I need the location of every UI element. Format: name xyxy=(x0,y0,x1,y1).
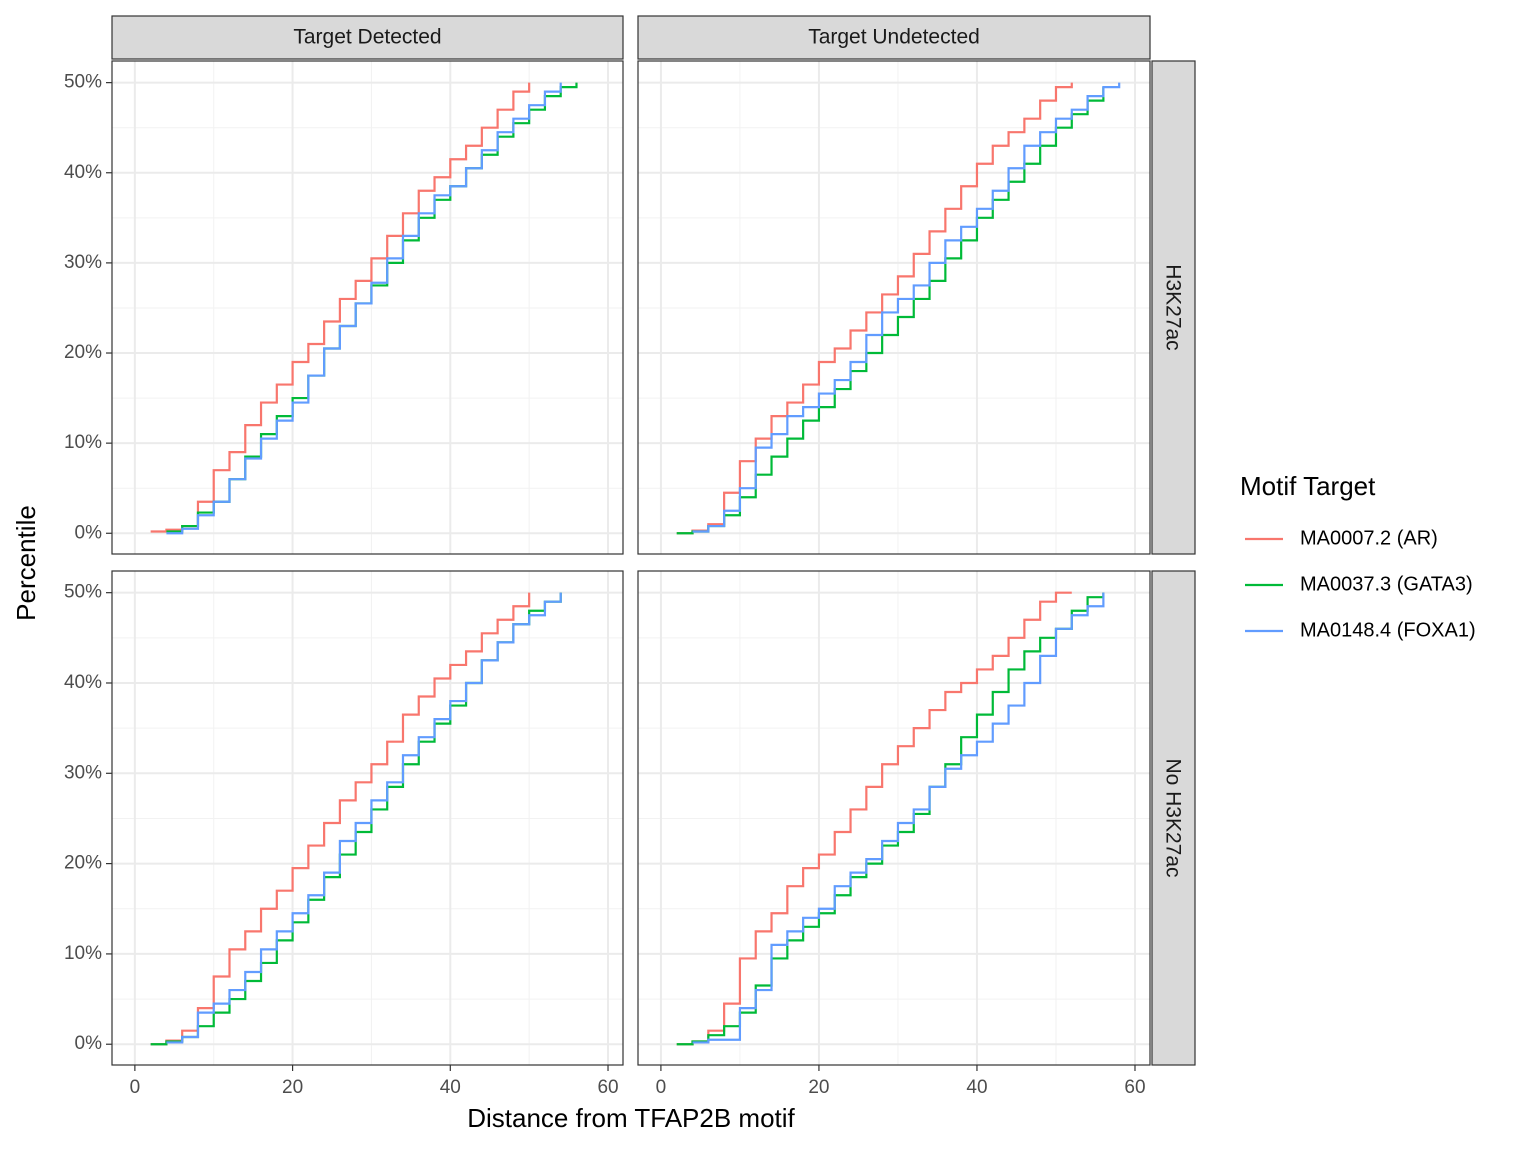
y-tick-label: 50% xyxy=(64,582,102,603)
x-tick-label: 20 xyxy=(808,1077,829,1098)
series-line xyxy=(692,82,1121,533)
panel-border xyxy=(637,570,1151,1066)
strip xyxy=(637,15,1151,60)
strip-label: H3K27ac xyxy=(1161,264,1184,350)
y-tick-label: 10% xyxy=(64,432,102,453)
x-tick-label: 0 xyxy=(656,1077,667,1098)
legend-label: MA0037.3 (GATA3) xyxy=(1300,573,1473,595)
x-axis-title: Distance from TFAP2B motif xyxy=(467,1103,795,1133)
y-tick-label: 40% xyxy=(64,162,102,183)
x-tick-label: 60 xyxy=(597,1077,618,1098)
strip xyxy=(1151,570,1196,1066)
strip-label: No H3K27ac xyxy=(1161,758,1184,877)
x-tick-label: 40 xyxy=(966,1077,987,1098)
panel-border xyxy=(637,60,1151,555)
y-tick-label: 30% xyxy=(64,252,102,273)
y-axis-title: Percentile xyxy=(11,505,41,621)
x-tick-label: 60 xyxy=(1124,1077,1145,1098)
series-line xyxy=(166,592,562,1044)
y-tick-label: 20% xyxy=(64,342,102,363)
y-tick-label: 40% xyxy=(64,672,102,693)
y-tick-label: 10% xyxy=(64,943,102,964)
legend-title: Motif Target xyxy=(1240,471,1376,501)
x-tick-label: 0 xyxy=(130,1077,141,1098)
series-line xyxy=(150,82,531,533)
series-line xyxy=(692,592,1105,1044)
series-line xyxy=(676,591,1072,1046)
strip-label: Target Detected xyxy=(293,26,441,49)
legend-label: MA0148.4 (FOXA1) xyxy=(1300,619,1476,641)
x-tick-label: 20 xyxy=(282,1077,303,1098)
series-line xyxy=(166,82,562,535)
panel-border xyxy=(111,570,624,1066)
strip-label: Target Undetected xyxy=(808,26,980,49)
strip xyxy=(1151,60,1196,555)
legend-label: MA0007.2 (AR) xyxy=(1300,527,1438,549)
y-tick-label: 30% xyxy=(64,762,102,783)
series-line xyxy=(676,592,1105,1046)
y-tick-label: 50% xyxy=(64,72,102,93)
y-tick-label: 20% xyxy=(64,853,102,874)
y-tick-label: 0% xyxy=(75,522,103,543)
series-line xyxy=(150,592,531,1046)
strip xyxy=(111,15,624,60)
x-tick-label: 40 xyxy=(440,1077,461,1098)
series-line xyxy=(676,87,1105,535)
y-tick-label: 0% xyxy=(75,1033,103,1054)
panel-border xyxy=(111,60,624,555)
